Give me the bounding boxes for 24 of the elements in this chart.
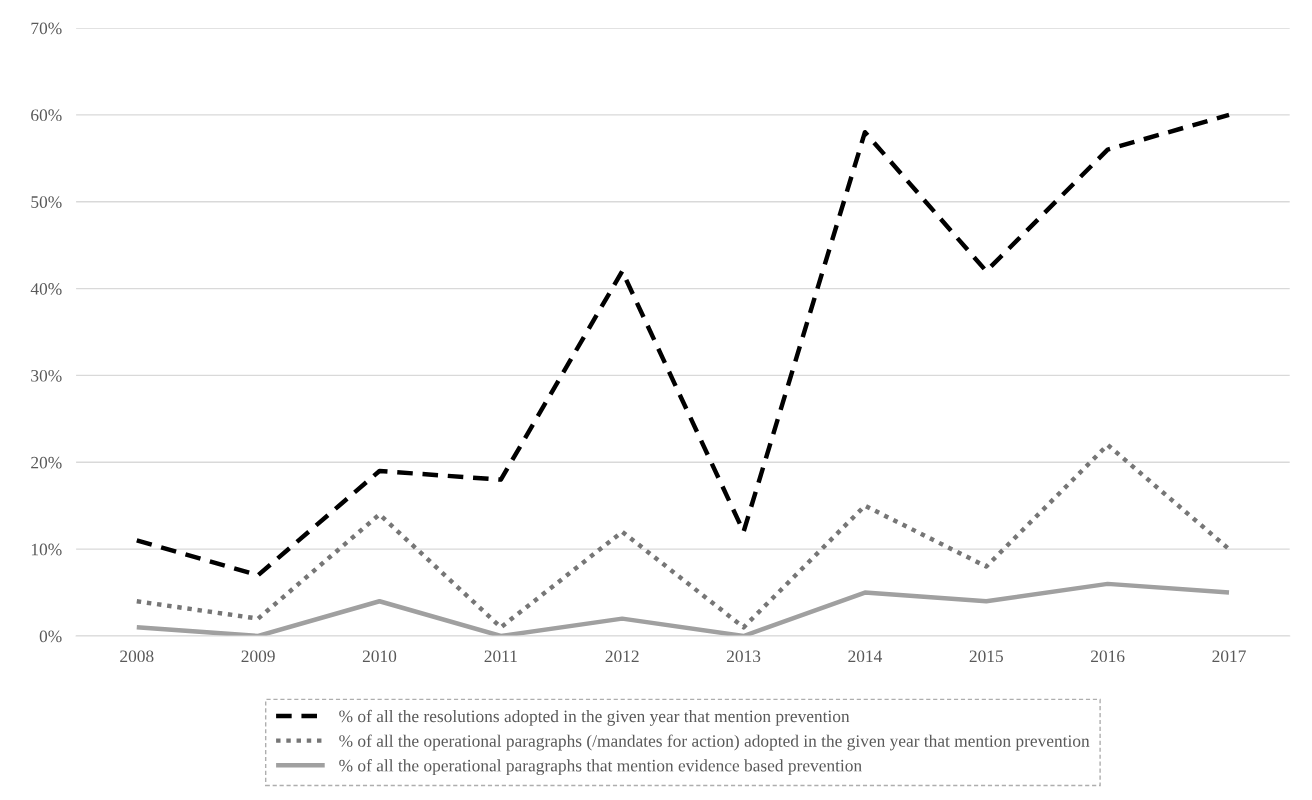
y-tick-label: 10%	[31, 543, 62, 556]
line-series	[134, 442, 1232, 630]
x-tick-label: 2015	[969, 650, 1003, 663]
x-tick-label: 2014	[848, 650, 883, 663]
y-tick-label: 60%	[31, 109, 62, 122]
legend-label: % of all the operational paragraphs (/mandates for action) adopted in the given year that mention prevention	[339, 734, 1090, 751]
y-tick-label: 40%	[30, 283, 62, 295]
y-tick-label: 50%	[31, 196, 62, 208]
line-series	[134, 112, 1232, 578]
x-tick-label: 2009	[241, 650, 275, 663]
x-tick-label: 2013	[726, 650, 761, 663]
x-tick-label: 2017	[1212, 650, 1246, 663]
x-tick-label: 2016	[1091, 650, 1125, 663]
legend-label: % of all the operational paragraphs that mention evidence based prevention	[339, 759, 862, 776]
y-tick-label: 70%	[31, 22, 62, 35]
x-tick-label: 2008	[120, 650, 154, 663]
line-series	[134, 581, 1232, 636]
x-tick-label: 2010	[362, 650, 397, 663]
y-tick-label: 0%	[39, 630, 62, 643]
legend-label: % of all the resolutions adopted in the given year that mention prevention	[339, 709, 850, 726]
y-tick-label: 20%	[31, 456, 62, 469]
x-tick-label: 2011	[484, 650, 517, 663]
x-tick-label: 2012	[605, 650, 639, 663]
y-tick-label: 30%	[31, 369, 62, 382]
